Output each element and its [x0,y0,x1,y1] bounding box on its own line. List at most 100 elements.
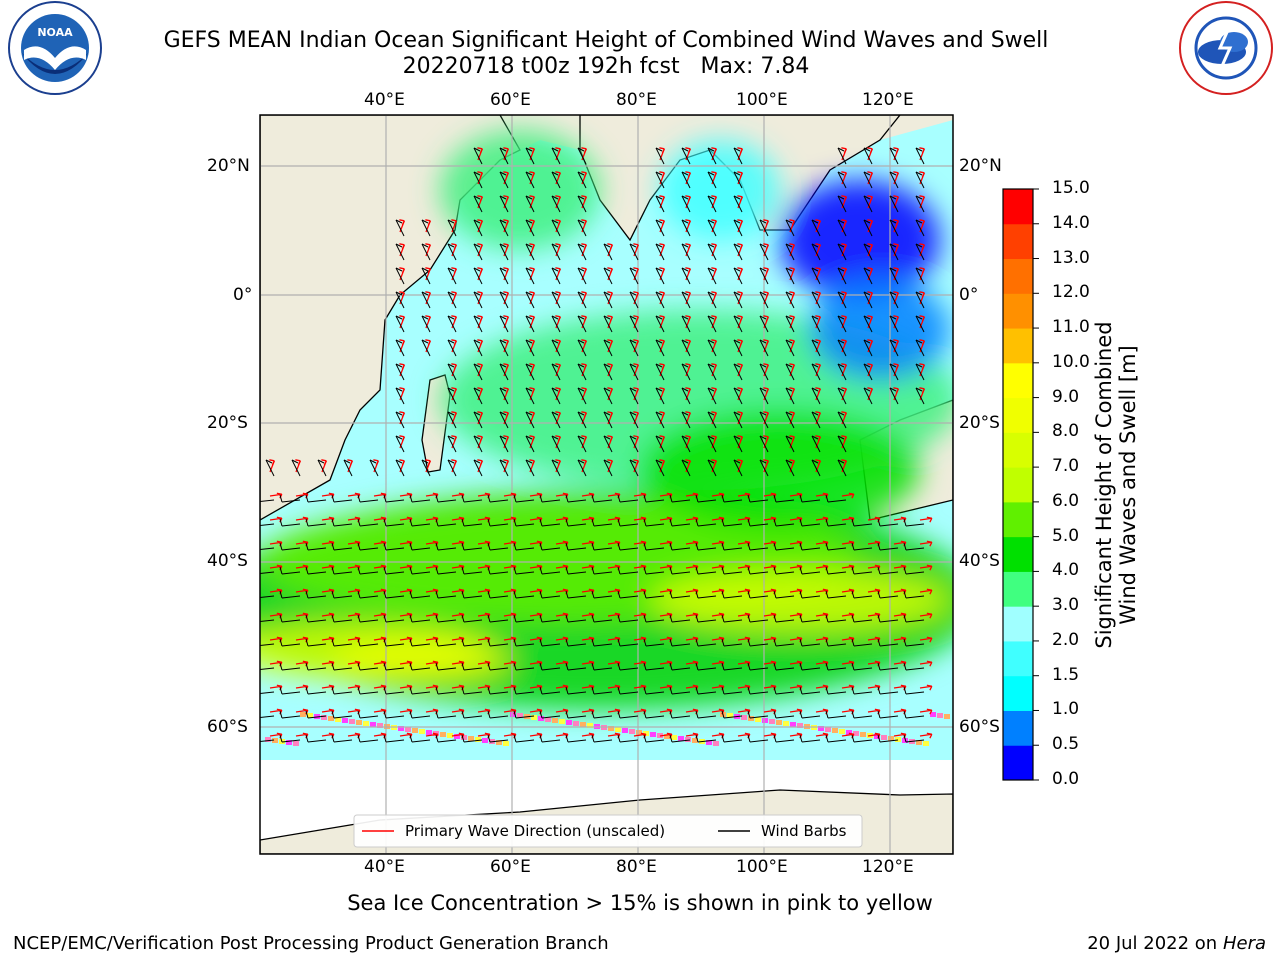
wave-direction-arrow [425,517,438,521]
wind-barb [853,667,873,671]
wave-arrow-head [380,732,387,739]
wind-barb [655,315,665,333]
wind-barb-feather [577,147,585,152]
wave-arrow-head [588,612,595,619]
wind-barb [681,243,691,261]
wind-barb [749,499,769,503]
wave-direction-arrow [529,565,542,569]
wave-arrow-head [302,540,309,547]
wind-barb-feather [707,219,715,224]
wind-barb-feather [525,363,533,368]
wind-barb [437,619,457,623]
wind-barb-feather [695,662,699,671]
wind-barb-feather [473,459,481,464]
wave-direction-arrow [269,733,282,737]
sea-ice-layer [265,712,950,746]
wind-barb [525,291,535,309]
wind-barb [281,643,301,647]
wind-barb [489,547,509,551]
wave-arrow-head [588,540,595,547]
wave-arrow-head [867,195,873,202]
wave-arrow-head [822,660,829,667]
wind-barb-feather [513,542,517,551]
wind-barb [463,595,483,599]
lat-label-left: 20°N [207,156,250,176]
wave-arrow-head [692,492,699,499]
wave-arrow-head [380,708,387,715]
wave-arrow-head [789,315,795,322]
wind-barb [853,595,873,599]
wave-arrow-head [406,540,413,547]
wave-arrow-head [484,708,491,715]
wind-barb [915,147,925,165]
wave-direction-arrow [295,589,308,593]
wind-barb-feather [733,147,741,152]
wind-barb [593,499,613,503]
wind-barb-feather [254,519,256,526]
wave-arrow-head [900,732,907,739]
wind-barb-feather [525,147,533,152]
sea-ice-cell [755,717,761,722]
wave-arrow-head [425,267,431,274]
wave-arrow-head [425,291,431,298]
wind-barb [785,291,795,309]
wind-barb-feather [395,267,403,272]
wind-barb-feather [577,195,585,200]
wind-barb [411,571,431,575]
wind-barb-feather [565,686,569,695]
wave-arrow-head [399,363,405,370]
wind-barb-feather [851,734,855,743]
wave-arrow-head [607,243,613,250]
wind-barb [655,435,665,453]
sea-ice-cell [468,736,474,741]
wind-barb-feather [409,566,413,575]
wave-arrow-head [796,564,803,571]
wave-arrow-head [815,339,821,346]
wave-arrow-head [893,219,899,226]
wind-barb [645,523,665,527]
wind-barb-feather [825,662,829,671]
wave-arrow-head [763,243,769,250]
wind-barb-feather [773,542,777,551]
wind-barb-feather [707,291,715,296]
wave-direction-arrow [867,685,880,689]
wave-direction-arrow [529,541,542,545]
wave-direction-arrow [867,565,880,569]
wind-barb-feather [733,171,741,176]
wave-arrow-head [737,411,743,418]
wind-barb-feather [669,542,673,551]
wave-direction-arrow [529,709,542,713]
wind-barb [785,315,795,333]
wave-arrow-head [822,636,829,643]
wave-direction-arrow [399,541,412,545]
sea-ice-cell [419,729,425,734]
wind-barb-feather [733,195,741,200]
wind-barb-feather [811,339,819,344]
colorbar-tick-label: 0.5 [1052,734,1080,755]
wave-arrow-head [529,315,535,322]
wave-direction-arrow [399,637,412,641]
wave-direction-arrow [503,685,516,689]
wave-direction-arrow [919,637,932,641]
noaa-logo-label: NOAA [37,26,73,39]
wind-barb [333,547,353,551]
wave-arrow-head [588,492,595,499]
wave-arrow-head [406,588,413,595]
wind-barb [359,523,379,527]
wind-barb [837,435,847,453]
wind-barb [447,339,457,357]
sea-ice-cell [587,723,593,728]
wind-barb-feather [279,566,283,575]
wave-direction-arrow [893,661,906,665]
wind-barb-feather [473,291,481,296]
sea-ice-cell [944,714,950,719]
wind-barb-feather [747,614,751,623]
colorbar-segment [1003,640,1033,677]
sea-ice-cell [370,722,376,727]
wave-arrow-head [458,636,465,643]
wind-barb [655,195,665,213]
wind-barb [567,499,587,503]
wind-barb [707,219,717,237]
wind-barb-feather [357,590,361,599]
wind-barb [385,715,405,719]
